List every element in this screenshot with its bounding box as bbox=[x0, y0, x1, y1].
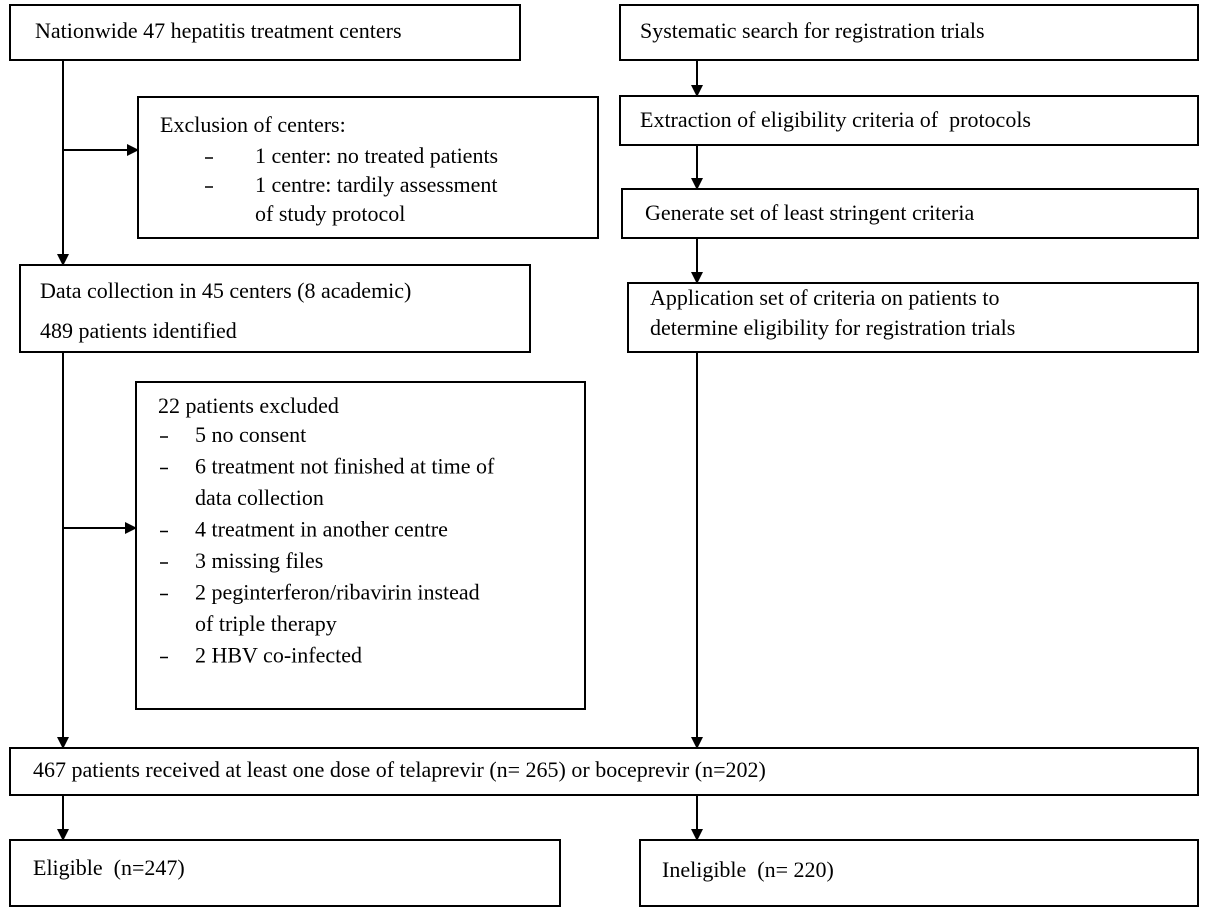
nodes: Nationwide 47 hepatitis treatment center… bbox=[9, 4, 1199, 907]
item-text: 5 no consent bbox=[195, 422, 306, 447]
node-box bbox=[19, 264, 531, 353]
item-text: data collection bbox=[195, 485, 324, 510]
node-box bbox=[621, 188, 1199, 239]
node-line: determine eligibility for registration t… bbox=[650, 315, 1015, 340]
node-box bbox=[627, 282, 1199, 353]
item-text: of study protocol bbox=[255, 201, 405, 226]
node-box bbox=[135, 381, 586, 710]
item-text: 3 missing files bbox=[195, 548, 323, 573]
node-box bbox=[9, 4, 521, 61]
item-text: 2 peginterferon/ribavirin instead bbox=[195, 580, 480, 605]
node-line: Data collection in 45 centers (8 academi… bbox=[40, 278, 411, 303]
item-text: 4 treatment in another centre bbox=[195, 517, 448, 542]
node-label: 467 patients received at least one dose … bbox=[33, 757, 766, 782]
item-text: 6 treatment not finished at time of bbox=[195, 454, 495, 479]
node-label: Ineligible (n= 220) bbox=[662, 857, 834, 882]
node-label: Extraction of eligibility criteria of pr… bbox=[640, 107, 1031, 132]
node-box bbox=[619, 95, 1199, 146]
node-box bbox=[9, 747, 1199, 796]
node-line: Application set of criteria on patients … bbox=[650, 285, 999, 310]
node-box bbox=[639, 839, 1199, 907]
node-label: Systematic search for registration trial… bbox=[640, 18, 985, 43]
item-text: 1 center: no treated patients bbox=[255, 143, 498, 168]
node-box bbox=[137, 96, 599, 239]
item-text: 1 centre: tardily assessment bbox=[255, 172, 498, 197]
node-title: Exclusion of centers: bbox=[160, 112, 346, 137]
node-label: Eligible (n=247) bbox=[33, 855, 185, 880]
node-box bbox=[9, 839, 561, 907]
item-text: 2 HBV co-infected bbox=[195, 643, 362, 668]
node-label: Generate set of least stringent criteria bbox=[645, 200, 974, 225]
node-title: 22 patients excluded bbox=[158, 393, 339, 418]
node-label: Nationwide 47 hepatitis treatment center… bbox=[35, 18, 402, 43]
item-text: of triple therapy bbox=[195, 611, 337, 636]
connectors bbox=[57, 60, 703, 841]
node-line: 489 patients identified bbox=[40, 318, 237, 343]
node-box bbox=[619, 4, 1199, 61]
